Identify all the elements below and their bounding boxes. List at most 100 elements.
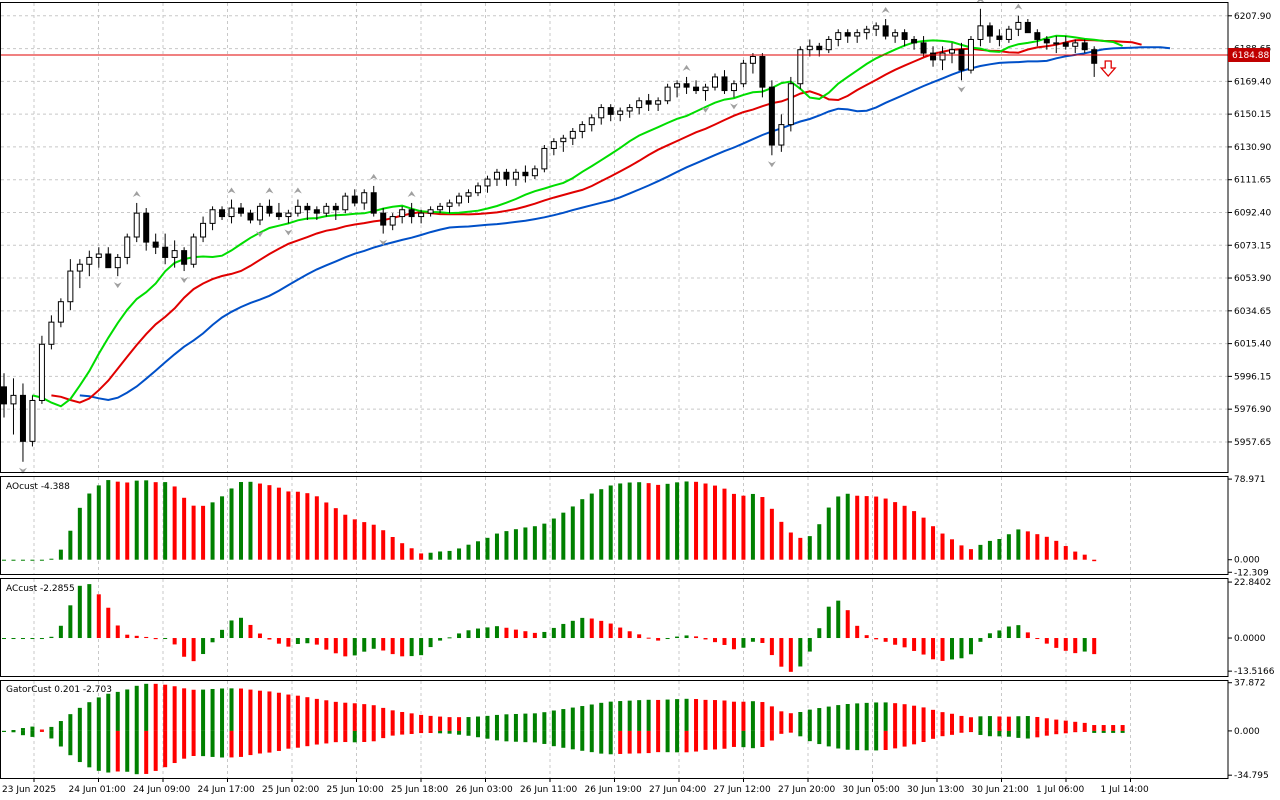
fractal-up-marker — [132, 190, 141, 197]
gator-lower-bar — [447, 730, 452, 734]
candle-body — [949, 49, 955, 54]
gator-upper-bar — [855, 703, 860, 731]
main-price-pane[interactable] — [1, 0, 1228, 474]
candle-body — [598, 107, 605, 119]
gator-lower-bar — [997, 730, 1002, 737]
candle-body — [797, 49, 804, 85]
ao-bar — [153, 482, 158, 560]
fractal-down-marker — [957, 86, 966, 93]
gator-lower-bar — [362, 730, 367, 742]
candle-body — [1072, 42, 1079, 47]
ao-bar — [864, 496, 869, 560]
candle-body — [930, 52, 937, 61]
alligator-lips-line — [32, 34, 1123, 408]
gator-upper-bar — [950, 713, 954, 731]
gator-lower-bar — [115, 730, 120, 772]
gator-lower-bar — [2, 730, 6, 732]
gator-lower-bar — [466, 730, 471, 736]
ao-bar — [504, 531, 509, 560]
ao-bar — [684, 481, 689, 560]
ac-bar — [836, 600, 841, 639]
ao-bar — [191, 505, 196, 560]
gator-y-tick-label: 37.872 — [1234, 679, 1266, 689]
candle-body — [958, 49, 965, 71]
candle-body — [323, 205, 330, 214]
candle-body — [1024, 21, 1031, 34]
candle-body — [844, 32, 851, 37]
gator-lower-bar — [675, 730, 680, 753]
ao-bar — [229, 488, 234, 560]
ac-bar — [1006, 626, 1011, 639]
ao-pane[interactable] — [2, 480, 1097, 562]
ao-bar — [893, 502, 898, 560]
candle-body — [787, 83, 794, 126]
gator-lower-bar — [1054, 730, 1059, 735]
gator-upper-bar — [779, 711, 784, 731]
ac-bar — [750, 638, 755, 642]
candle-body — [294, 205, 301, 214]
gator-upper-bar — [893, 703, 898, 731]
ac-pane[interactable] — [2, 584, 1097, 672]
ac-bar — [87, 584, 92, 639]
candle-body — [105, 253, 112, 269]
ao-bar — [855, 495, 860, 560]
fractal-down-marker — [18, 467, 27, 474]
gator-upper-bar — [305, 697, 310, 731]
gator-upper-bar — [295, 695, 300, 731]
gator-upper-bar — [1044, 718, 1049, 731]
gator-upper-bar — [684, 698, 689, 731]
candle-body — [1, 386, 7, 405]
gator-upper-bar — [532, 713, 537, 731]
ac-bar — [457, 633, 462, 639]
candle-body — [1081, 42, 1088, 51]
ao-bar — [286, 491, 291, 560]
gator-lower-bar — [656, 730, 661, 753]
gator-lower-bar — [11, 730, 16, 733]
ac-bar — [921, 638, 926, 655]
gator-lower-bar — [788, 730, 793, 733]
gator-lower-bar — [305, 730, 310, 747]
candle-body — [162, 246, 169, 258]
ao-bar — [1025, 531, 1030, 560]
gator-lower-bar — [931, 730, 936, 739]
ao-bar — [39, 559, 44, 561]
gator-lower-bar — [494, 730, 499, 741]
gator-upper-bar — [580, 706, 585, 731]
ao-bar — [675, 482, 680, 560]
gator-pane[interactable] — [2, 683, 1125, 775]
candle-body — [370, 192, 377, 214]
ac-bar — [589, 618, 594, 639]
candle-body — [29, 399, 36, 442]
ac-bar — [931, 638, 936, 660]
ao-bar — [637, 482, 642, 560]
ac-bar — [788, 638, 793, 672]
candle-body — [892, 32, 899, 37]
candle-body — [332, 205, 339, 211]
candle-body — [190, 236, 197, 265]
gator-upper-bar — [49, 726, 54, 731]
ac-bar — [665, 638, 670, 640]
ac-bar — [134, 635, 139, 639]
gator-upper-bar — [390, 710, 395, 731]
gator-lower-bar — [561, 730, 566, 748]
y-tick-label: 6092.40 — [1234, 208, 1271, 218]
gator-upper-bar — [987, 716, 992, 731]
gator-lower-bar — [68, 730, 73, 756]
gator-lower-bar — [87, 730, 92, 768]
ac-bar — [229, 620, 234, 639]
current-price-badge — [1228, 47, 1270, 62]
ao-bar — [883, 498, 888, 560]
ac-bar — [627, 631, 632, 639]
ao-bar — [779, 521, 784, 560]
candle-body — [76, 263, 83, 272]
fractal-down-marker — [255, 231, 264, 238]
x-tick-label: 25 Jun 18:00 — [391, 785, 448, 795]
y-tick-label: 6150.15 — [1234, 110, 1271, 120]
ao-bar — [940, 533, 945, 560]
gator-lower-bar — [172, 730, 177, 764]
ac-bar — [400, 638, 405, 657]
y-tick-label: 5996.15 — [1234, 372, 1271, 382]
gator-upper-bar — [826, 706, 831, 731]
